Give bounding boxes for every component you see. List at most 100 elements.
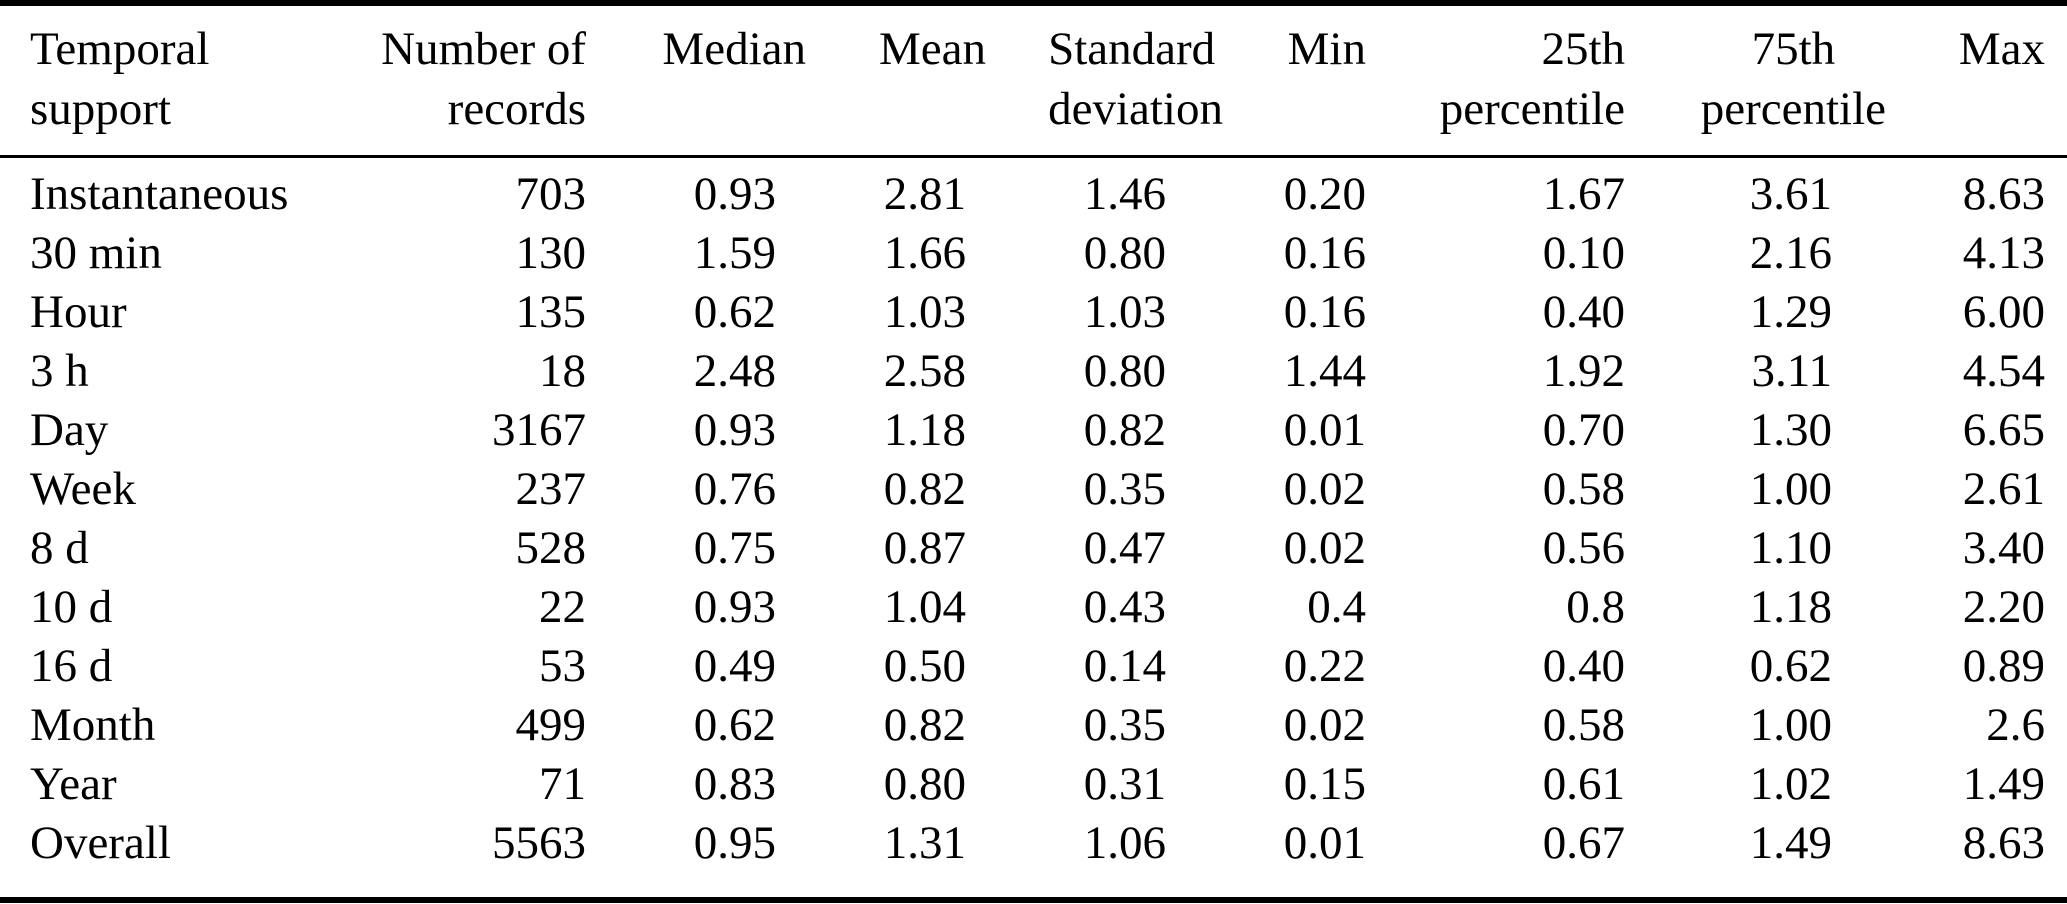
column-header-label: Standard deviation	[1048, 23, 1223, 135]
cell-75th-percentile: 1.02	[1749, 757, 1832, 810]
row-label: 16 d	[30, 639, 113, 692]
row-label: Month	[30, 698, 156, 751]
row-label: 8 d	[30, 521, 89, 574]
cell-standard-deviation: 0.47	[1083, 521, 1166, 574]
cell-max: 4.54	[1962, 344, 2045, 397]
cell-number-of-records: 5563	[492, 816, 586, 869]
column-header-median: Median	[586, 3, 806, 159]
column-header-label: Max	[1958, 23, 2045, 75]
cell-standard-deviation: 0.14	[1083, 639, 1166, 692]
row-label: 3 h	[30, 344, 89, 397]
cell-75th-percentile: 1.49	[1749, 816, 1832, 869]
column-header-label: Number of records	[381, 23, 586, 135]
cell-25th-percentile: 0.40	[1542, 639, 1625, 692]
column-header-min: Min	[1166, 3, 1366, 159]
cell-median: 0.75	[693, 521, 776, 574]
cell-25th-percentile: 0.58	[1542, 462, 1625, 515]
cell-number-of-records: 528	[515, 521, 587, 574]
column-header-label: 25th percentile	[1439, 23, 1625, 135]
cell-number-of-records: 3167	[492, 403, 586, 456]
cell-25th-percentile: 0.70	[1542, 403, 1625, 456]
cell-number-of-records: 703	[515, 167, 587, 220]
cell-25th-percentile: 0.40	[1542, 285, 1625, 338]
cell-mean: 1.04	[883, 580, 966, 633]
cell-standard-deviation: 0.43	[1083, 580, 1166, 633]
cell-min: 0.16	[1283, 285, 1366, 338]
row-label: Hour	[30, 285, 127, 338]
cell-25th-percentile: 0.56	[1542, 521, 1625, 574]
table-row: 10 d 22 0.93 1.04 0.43 0.4 0.8 1.18 2.20	[0, 577, 2067, 636]
cell-median: 2.48	[693, 344, 776, 397]
cell-standard-deviation: 1.03	[1083, 285, 1166, 338]
table-header: Temporal support Number of records Median Mea…	[0, 3, 2067, 159]
cell-25th-percentile: 0.58	[1542, 698, 1625, 751]
cell-median: 0.62	[693, 698, 776, 751]
cell-standard-deviation: 0.35	[1083, 462, 1166, 515]
table-row: 30 min 130 1.59 1.66 0.80 0.16 0.10 2.16 4.13	[0, 223, 2067, 282]
cell-median: 0.83	[693, 757, 776, 810]
cell-standard-deviation: 0.80	[1083, 344, 1166, 397]
row-label: Year	[30, 757, 117, 810]
column-header-label: Mean	[878, 23, 986, 75]
cell-75th-percentile: 1.29	[1749, 285, 1832, 338]
cell-max: 0.89	[1962, 639, 2045, 692]
cell-25th-percentile: 0.61	[1542, 757, 1625, 810]
cell-75th-percentile: 1.30	[1749, 403, 1832, 456]
cell-standard-deviation: 0.31	[1083, 757, 1166, 810]
cell-mean: 1.66	[883, 226, 966, 279]
cell-mean: 1.18	[883, 403, 966, 456]
cell-min: 0.20	[1283, 167, 1366, 220]
cell-25th-percentile: 1.92	[1542, 344, 1625, 397]
column-header-max: Max	[1832, 3, 2067, 159]
table-row: Month 499 0.62 0.82 0.35 0.02 0.58 1.00 2.6	[0, 695, 2067, 754]
cell-mean: 0.87	[883, 521, 966, 574]
row-label: Day	[30, 403, 109, 456]
cell-median: 1.59	[693, 226, 776, 279]
cell-number-of-records: 22	[539, 580, 586, 633]
column-header-number-of-records: Number of records	[350, 3, 586, 159]
cell-median: 0.62	[693, 285, 776, 338]
cell-mean: 2.81	[883, 167, 966, 220]
cell-max: 6.65	[1962, 403, 2045, 456]
cell-max: 4.13	[1962, 226, 2045, 279]
cell-number-of-records: 71	[539, 757, 586, 810]
cell-min: 0.02	[1283, 521, 1366, 574]
column-header-label: 75th percentile	[1700, 23, 1886, 135]
cell-max: 3.40	[1962, 521, 2045, 574]
cell-mean: 1.31	[883, 816, 966, 869]
table-row: Day 3167 0.93 1.18 0.82 0.01 0.70 1.30 6.65	[0, 400, 2067, 459]
column-header-label: Median	[662, 23, 806, 75]
table-row: Week 237 0.76 0.82 0.35 0.02 0.58 1.00 2.61	[0, 459, 2067, 518]
cell-min: 0.01	[1283, 403, 1366, 456]
cell-min: 0.22	[1283, 639, 1366, 692]
cell-75th-percentile: 3.61	[1749, 167, 1832, 220]
cell-max: 2.20	[1962, 580, 2045, 633]
cell-min: 0.15	[1283, 757, 1366, 810]
cell-max: 8.63	[1962, 167, 2045, 220]
cell-median: 0.76	[693, 462, 776, 515]
cell-75th-percentile: 2.16	[1749, 226, 1832, 279]
cell-75th-percentile: 1.00	[1749, 462, 1832, 515]
cell-max: 8.63	[1962, 816, 2045, 869]
cell-mean: 0.80	[883, 757, 966, 810]
cell-standard-deviation: 0.82	[1083, 403, 1166, 456]
cell-median: 0.49	[693, 639, 776, 692]
cell-max: 2.61	[1962, 462, 2045, 515]
column-header-75th-percentile: 75th percentile	[1625, 3, 1886, 159]
cell-75th-percentile: 1.10	[1749, 521, 1832, 574]
cell-mean: 1.03	[883, 285, 966, 338]
cell-number-of-records: 53	[539, 639, 586, 692]
table-body: Instantaneous 703 0.93 2.81 1.46 0.20 1.67 3.61…	[0, 157, 2067, 901]
column-header-25th-percentile: 25th percentile	[1366, 3, 1625, 159]
table-row: Year 71 0.83 0.80 0.31 0.15 0.61 1.02 1.49	[0, 754, 2067, 813]
cell-min: 0.02	[1283, 462, 1366, 515]
cell-25th-percentile: 1.67	[1542, 167, 1625, 220]
cell-75th-percentile: 3.11	[1751, 344, 1832, 397]
header-row: Temporal support Number of records Median Mea…	[0, 3, 2067, 159]
column-header-mean: Mean	[776, 3, 986, 159]
cell-standard-deviation: 1.06	[1083, 816, 1166, 869]
cell-standard-deviation: 0.80	[1083, 226, 1166, 279]
cell-25th-percentile: 0.10	[1542, 226, 1625, 279]
cell-75th-percentile: 1.18	[1749, 580, 1832, 633]
cell-median: 0.95	[693, 816, 776, 869]
